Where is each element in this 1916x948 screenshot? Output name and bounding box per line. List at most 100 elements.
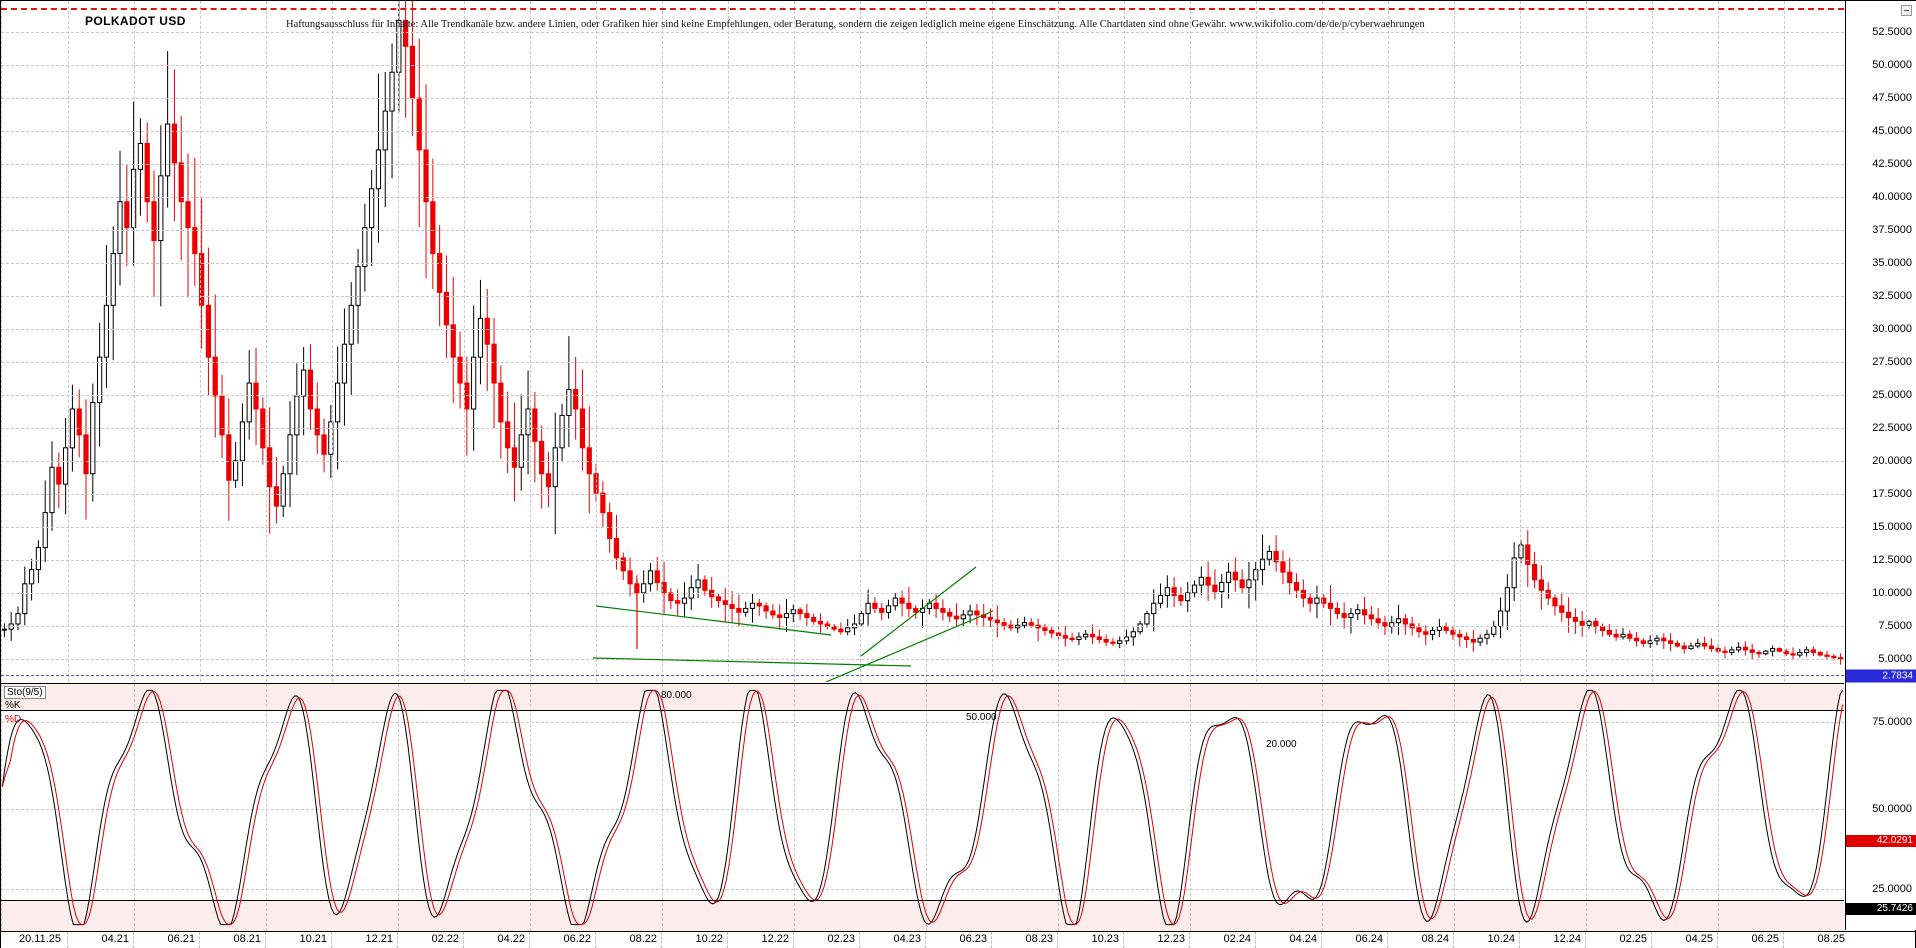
stochastic-d-label: %D bbox=[5, 714, 22, 725]
gridline-h bbox=[1, 722, 1844, 723]
y-tick-label: 17.5000 bbox=[1872, 488, 1912, 500]
gridline-v bbox=[1058, 684, 1059, 931]
minimize-button[interactable] bbox=[1901, 5, 1912, 16]
gridline-h bbox=[1, 889, 1844, 890]
gridline-v bbox=[1454, 684, 1455, 931]
stochastic-settings-tag[interactable]: Sto(9/5) bbox=[4, 686, 46, 699]
gridline-v bbox=[1, 1, 2, 682]
y-tick-label: 22.5000 bbox=[1872, 422, 1912, 434]
stochastic-series bbox=[1, 689, 1844, 926]
level-label-20: 20.000 bbox=[1266, 739, 1297, 750]
gridline-h bbox=[1, 560, 1844, 561]
y-tick-label: 32.5000 bbox=[1872, 290, 1912, 302]
x-tick-label: 02.25 bbox=[1619, 933, 1647, 945]
price-axis[interactable]: 52.5000 50.0000 47.5000 45.0000 42.5000 … bbox=[1845, 1, 1916, 930]
y-tick-label: 7.5000 bbox=[1878, 620, 1912, 632]
stochastic-indicator-panel[interactable]: Sto(9/5) %K %D 80.000 50.000 20.000 bbox=[1, 683, 1844, 931]
x-tick-label: 10.23 bbox=[1091, 933, 1119, 945]
gridline-h bbox=[1, 230, 1844, 231]
x-tick-label: 04.25 bbox=[1685, 933, 1713, 945]
x-tick-label: 12.24 bbox=[1553, 933, 1581, 945]
gridline-v bbox=[794, 684, 795, 931]
gridline-v bbox=[1586, 684, 1587, 931]
gridline-h bbox=[1, 461, 1844, 462]
gridline-h bbox=[1, 626, 1844, 627]
gridline-v bbox=[398, 684, 399, 931]
gridline-v bbox=[860, 1, 861, 682]
x-tick-label: 10.22 bbox=[695, 933, 723, 945]
y-tick-label: 10.0000 bbox=[1872, 587, 1912, 599]
stoch-axis-label: 50.0000 bbox=[1872, 803, 1912, 815]
level-label-50: 50.000 bbox=[966, 712, 997, 723]
gridline-v bbox=[662, 1, 663, 682]
chart-title: POLKADOT USD bbox=[85, 14, 186, 28]
gridline-v bbox=[1784, 1, 1785, 682]
gridline-v bbox=[1322, 684, 1323, 931]
trend-channel-upper bbox=[595, 605, 832, 636]
y-tick-label: 52.5000 bbox=[1872, 26, 1912, 38]
x-tick-label: 08.22 bbox=[629, 933, 657, 945]
gridline-v bbox=[1190, 1, 1191, 682]
trendline-annotations bbox=[592, 566, 994, 682]
gridline-h bbox=[1, 329, 1844, 330]
x-tick-label: 12.23 bbox=[1157, 933, 1185, 945]
gridline-v bbox=[1124, 1, 1125, 682]
gridline-v bbox=[1322, 1, 1323, 682]
gridline-v bbox=[1586, 1, 1587, 682]
gridline-v bbox=[992, 1, 993, 682]
gridline-h bbox=[1, 527, 1844, 528]
x-tick-label: 06.21 bbox=[167, 933, 195, 945]
gridline-v bbox=[1, 684, 2, 931]
gridline-v bbox=[728, 1, 729, 682]
y-tick-label: 37.5000 bbox=[1872, 224, 1912, 236]
stoch-axis-label: 75.0000 bbox=[1872, 716, 1912, 728]
y-tick-label: 5.0000 bbox=[1878, 653, 1912, 665]
gridline-v bbox=[200, 1, 201, 682]
gridline-h bbox=[1, 65, 1844, 66]
rising-wedge-upper bbox=[860, 566, 977, 657]
x-tick-label: 08.21 bbox=[233, 933, 261, 945]
gridline-v bbox=[134, 1, 135, 682]
price-chart-panel[interactable]: POLKADOT USD Haftungsausschluss für Inha… bbox=[1, 1, 1844, 682]
trend-channel-lower bbox=[592, 657, 912, 667]
y-tick-label: 12.5000 bbox=[1872, 554, 1912, 566]
y-tick-label: 27.5000 bbox=[1872, 356, 1912, 368]
gridline-v bbox=[398, 1, 399, 682]
x-tick-label: 06.25 bbox=[1751, 933, 1779, 945]
gridline-v bbox=[926, 684, 927, 931]
last-price-dashed-line bbox=[1, 675, 1844, 676]
stochastic-k-label: %K bbox=[5, 700, 21, 711]
x-tick-label: 04.21 bbox=[101, 933, 129, 945]
gridline-v bbox=[1718, 684, 1719, 931]
upper-boundary-dashed-line bbox=[1, 8, 1844, 10]
gridline-h bbox=[1, 659, 1844, 660]
gridline-v bbox=[464, 1, 465, 682]
gridline-h bbox=[1, 362, 1844, 363]
gridline-v bbox=[1256, 1, 1257, 682]
overbought-band bbox=[1, 684, 1844, 710]
x-tick-label: 12.21 bbox=[365, 933, 393, 945]
gridline-h bbox=[1, 98, 1844, 99]
gridline-v bbox=[1190, 684, 1191, 931]
y-tick-label: 15.0000 bbox=[1872, 521, 1912, 533]
y-tick-label: 20.0000 bbox=[1872, 455, 1912, 467]
gridline-h bbox=[1, 494, 1844, 495]
gridline-v bbox=[332, 1, 333, 682]
x-tick-label: 06.22 bbox=[563, 933, 591, 945]
stoch-axis-label: 25.0000 bbox=[1872, 883, 1912, 895]
date-axis[interactable]: 20.11.25 04.21 06.21 08.21 10.21 12.21 0… bbox=[1, 931, 1915, 948]
gridline-v bbox=[1718, 1, 1719, 682]
gridline-h bbox=[1, 131, 1844, 132]
gridline-v bbox=[1520, 1, 1521, 682]
gridline-v bbox=[530, 1, 531, 682]
gridline-h bbox=[1, 32, 1844, 33]
disclaimer-text: Haftungsausschluss für Inhalte: Alle Tre… bbox=[286, 19, 1425, 30]
x-tick-label: 02.24 bbox=[1223, 933, 1251, 945]
last-price-badge: 2.7834 bbox=[1846, 669, 1916, 683]
gridline-v bbox=[1652, 1, 1653, 682]
gridline-h bbox=[1, 164, 1844, 165]
gridline-v bbox=[266, 1, 267, 682]
gridline-h bbox=[1, 263, 1844, 264]
x-tick-label: 08.24 bbox=[1421, 933, 1449, 945]
